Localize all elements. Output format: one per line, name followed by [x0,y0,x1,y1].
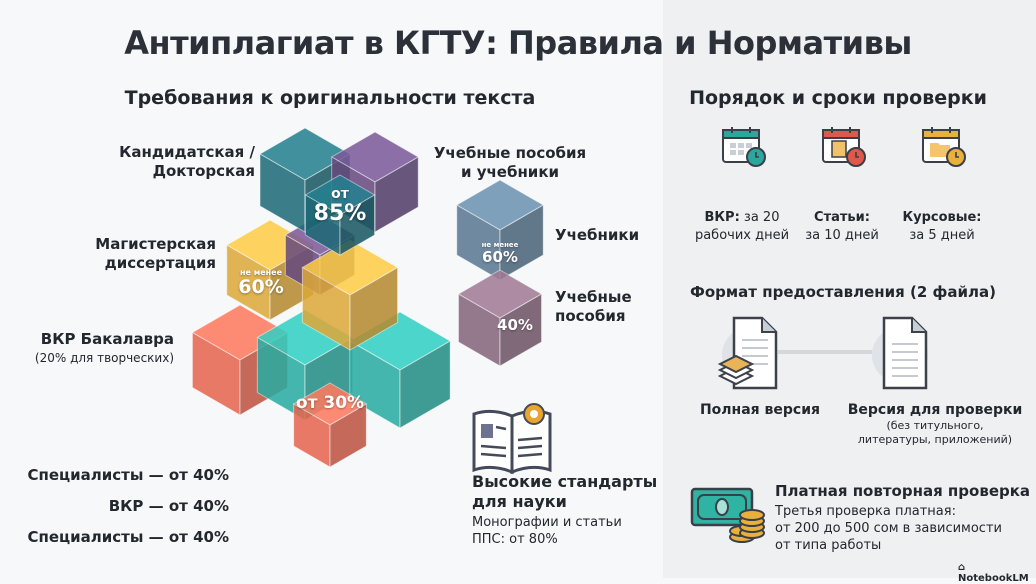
textbook-prefix: не менее [481,241,519,249]
dark-teal-cube [304,174,376,256]
calendar-clock-icon [922,127,966,167]
originality-heading: Требования к оригинальности текста [124,87,536,109]
master-prefix: не менее [239,268,283,277]
level-label-master: Магистерская диссертация [95,235,216,272]
level-label-bachelor: ВКР Бакалавра (20% для творческих) [34,330,174,365]
format-heading: Формат предоставления (2 файла) [690,283,996,301]
book-gear-icon [472,403,552,475]
money-coins-icon [690,487,765,543]
right-panel [663,0,1036,578]
notebooklm-watermark: ⌂ NotebookLM [958,562,1029,584]
deadline-type: ВКР: [704,210,740,225]
paid-title: Платная повторная проверка [775,482,1031,500]
textbook-value: 60% [482,248,518,266]
bachelor-value: от 30% [295,393,365,413]
paid-text: Третья проверка платная: от 200 до 500 со… [775,504,1002,553]
deadline-type: Статьи: [814,210,870,225]
watermark-text: NotebookLM [958,573,1029,584]
deadlines-heading: Порядок и сроки проверки [689,87,987,109]
full-version-label: Полная версия [699,402,821,418]
deadline-type: Курсовые: [902,210,982,225]
textbook-label: Учебники [555,226,640,244]
yellow-cube [301,239,399,351]
phd-prefix: от [331,186,349,202]
deadline-item: Статьи: за 10 дней [782,209,902,245]
deadline-item: ВКР: за 20 рабочих дней [682,209,802,245]
science-title: Высокие стандарты для науки [472,472,658,511]
page-title: Антиплагиат в КГТУ: Правила и Нормативы [124,24,912,62]
extra-line: Специалисты — от 40% [27,466,229,484]
manual-label: Учебные пособия [555,288,632,325]
science-text: Монографии и статьи ППС: от 80% [472,515,622,547]
deadline-days: за 5 дней [909,228,975,243]
extra-line: ВКР — от 40% [108,497,229,515]
deadline-days: рабочих дней [694,228,790,243]
mauve-cube [457,269,543,367]
phd-value: 85% [313,201,367,226]
master-value: 60% [238,276,284,298]
textbooks-heading: Учебные пособия и учебники [433,144,587,181]
slate-cube [455,179,545,281]
deadline-days: за 10 дней [805,228,879,243]
deadline-rest: за 20 [739,210,780,225]
calendar-clock-icon [822,127,866,167]
files-illustration [717,316,928,390]
deadline-item: Курсовые: за 5 дней [882,209,1002,245]
check-version-label: Версия для проверки (без титульного, литер… [847,402,1023,446]
stack-icon [717,354,755,386]
manual-value: 40% [497,316,533,334]
coral-cube [292,382,368,468]
document-icon [882,316,928,390]
level-label-phd: Кандидатская / Докторская [119,143,255,180]
extra-line: Специалисты — от 40% [27,528,229,546]
calendar-clock-icon [722,127,766,167]
